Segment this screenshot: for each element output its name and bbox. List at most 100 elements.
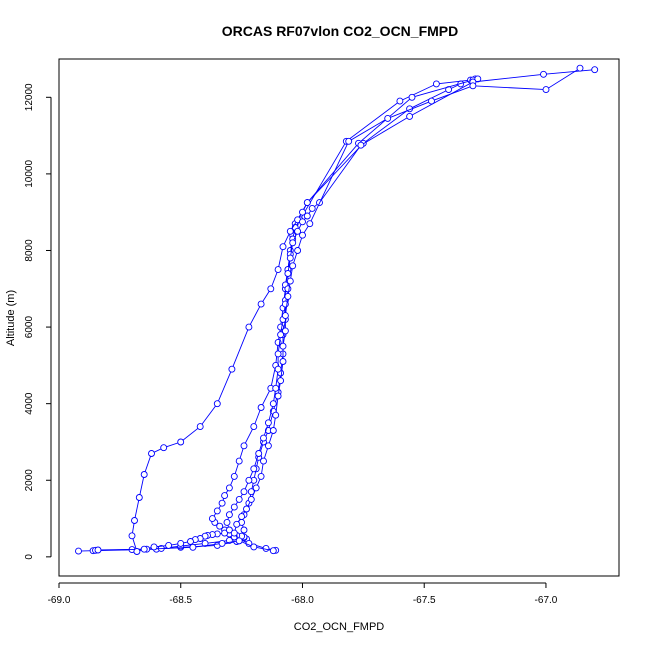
data-point [286,254,294,262]
data-point [133,548,141,555]
data-point [135,494,143,501]
data-point [267,285,275,293]
data-point [279,342,287,350]
data-point [284,270,292,277]
data-point [243,505,250,513]
series-5 [230,64,584,555]
series-1 [75,80,465,555]
data-point [208,515,216,523]
data-point [279,358,287,365]
data-point [235,457,243,465]
data-point [540,70,547,78]
data-point [272,411,280,419]
data-point [196,423,204,431]
series-layer [75,64,599,555]
data-point [140,471,148,478]
data-point [140,545,148,553]
x-axis-label: CO2_OCN_FMPD [294,621,385,633]
data-point [274,350,282,358]
data-point [216,522,224,530]
data-point [148,450,155,457]
chart-title: ORCAS RF07vlon CO2_OCN_FMPD [222,23,458,39]
y-axis: 0 2000 4000 6000 8000 10000 12000 [24,83,52,560]
y-tick-label: 12000 [24,83,35,111]
data-point [221,529,229,537]
data-point [272,384,280,392]
data-point [240,488,248,496]
data-point [264,442,272,450]
data-point [160,444,168,452]
data-point [225,484,233,492]
data-point [213,507,221,515]
data-point [250,465,258,473]
data-point [228,365,236,373]
x-tick-label: -67.0 [535,595,558,606]
x-axis: -69.0 -68.5 -68.0 -67.5 -67.0 [48,582,558,606]
data-point [260,434,267,442]
data-point [240,442,248,450]
data-point [201,539,209,547]
data-point [279,243,287,251]
data-point [294,227,302,235]
data-point [245,323,253,331]
data-point [230,472,238,480]
data-point [299,208,306,216]
data-point [274,365,282,373]
series-line [233,67,581,552]
data-point [75,547,82,555]
data-point [240,526,248,534]
data-point [264,419,272,427]
y-tick-label: 4000 [24,392,35,415]
data-point [281,327,289,335]
data-point [286,227,294,235]
data-point [357,141,365,149]
data-point [213,400,221,408]
series-line [78,83,461,552]
data-point [396,97,404,105]
data-point [289,239,297,247]
data-point [345,137,353,145]
data-point [221,492,229,500]
data-point [218,539,226,547]
x-tick-label: -68.5 [169,595,192,606]
data-point [245,476,253,484]
data-point [281,312,289,320]
data-point [591,66,599,74]
data-point [150,543,158,551]
data-point [235,495,243,503]
data-point [177,539,185,547]
data-point [274,392,282,400]
data-point [303,212,311,220]
data-point [189,543,197,551]
data-point [230,503,238,511]
x-tick-label: -69.0 [48,595,71,606]
data-point [218,499,226,507]
data-point [223,518,231,526]
data-point [306,220,314,228]
data-point [257,300,265,308]
data-point [284,285,292,293]
data-point [277,377,285,385]
data-point [230,529,238,537]
data-point [187,538,194,545]
data-point [257,404,265,411]
data-point [274,266,282,274]
data-point [286,277,294,285]
data-point [225,526,233,534]
y-tick-label: 8000 [24,239,35,262]
y-tick-label: 6000 [24,316,35,339]
data-point [384,114,392,122]
data-point [576,64,584,72]
y-tick-label: 10000 [24,160,35,188]
data-point [277,331,285,339]
data-point [269,427,277,434]
data-point [238,513,246,521]
y-axis-label: Altitude (m) [5,290,17,346]
data-point [250,423,258,431]
data-point [250,543,258,551]
data-point [177,438,185,446]
data-point [233,520,241,528]
series-4 [223,66,599,554]
data-point [408,93,416,101]
